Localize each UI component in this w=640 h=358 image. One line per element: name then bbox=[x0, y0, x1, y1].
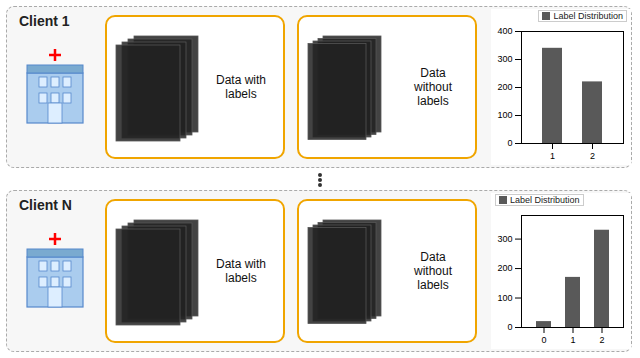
svg-text:300: 300 bbox=[497, 234, 512, 244]
svg-text:100: 100 bbox=[497, 110, 512, 120]
svg-text:0: 0 bbox=[507, 322, 512, 332]
svg-text:0: 0 bbox=[507, 138, 512, 148]
html-text:Client 1: Client 1 bbox=[19, 13, 70, 29]
svg-text:2: 2 bbox=[599, 335, 604, 345]
html-text:Label Distribution: Label Distribution bbox=[510, 195, 580, 205]
svg-text:0: 0 bbox=[541, 335, 546, 345]
html-text:Data with labels: Data with labels bbox=[216, 257, 266, 285]
svg-text:300: 300 bbox=[497, 54, 512, 64]
svg-text:400: 400 bbox=[497, 26, 512, 36]
svg-text:1: 1 bbox=[570, 335, 575, 345]
svg-text:100: 100 bbox=[497, 293, 512, 303]
html-text:Label Distribution: Label Distribution bbox=[553, 11, 623, 21]
svg-text:200: 200 bbox=[497, 263, 512, 273]
html-text:Client N: Client N bbox=[19, 197, 72, 213]
html-text:Data without labels: Data without labels bbox=[414, 66, 452, 108]
svg-text:1: 1 bbox=[550, 151, 555, 161]
html-text:Data with labels: Data with labels bbox=[216, 73, 266, 101]
svg-text:200: 200 bbox=[497, 82, 512, 92]
svg-text:2: 2 bbox=[590, 151, 595, 161]
html-text:Data without labels: Data without labels bbox=[414, 250, 452, 292]
